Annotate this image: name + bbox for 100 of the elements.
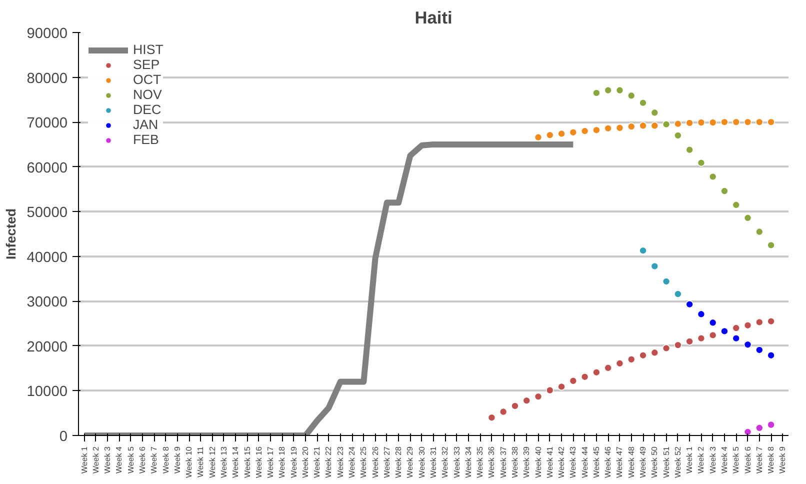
point — [674, 341, 682, 349]
point — [732, 118, 740, 126]
x-tick-label: Week 24 — [348, 446, 357, 478]
point — [767, 317, 775, 326]
point — [639, 246, 647, 254]
x-tick-label: Week 30 — [417, 446, 426, 478]
x-tick-label: Week 42 — [557, 446, 566, 478]
point — [488, 414, 496, 422]
point — [756, 118, 764, 126]
point — [616, 124, 624, 132]
point — [720, 327, 728, 336]
point — [756, 318, 764, 326]
x-tick-label: Week 14 — [231, 446, 240, 478]
x-tick-label: Week 45 — [592, 446, 601, 478]
x-tick-label: Week 23 — [336, 446, 345, 478]
x-tick-label: Week 7 — [754, 446, 764, 474]
point — [708, 318, 717, 327]
x-tick-label: Week 51 — [662, 446, 671, 478]
x-tick-label: Week 28 — [394, 446, 404, 478]
x-tick-label: Week 44 — [580, 446, 590, 478]
point — [686, 119, 694, 127]
legend-label: FEB — [133, 132, 159, 147]
point — [732, 334, 740, 342]
x-tick-label: Week 17 — [266, 446, 276, 478]
x-tick-label: Week 41 — [545, 446, 554, 478]
x-tick-label: Week 3 — [708, 446, 718, 474]
point — [511, 402, 519, 410]
x-tick-label: Week 36 — [487, 446, 496, 478]
x-tick-label: Week 1 — [685, 446, 694, 474]
x-tick-label: Week 8 — [161, 446, 170, 474]
point — [592, 89, 600, 97]
y-tick-label: 50000 — [26, 205, 68, 222]
x-tick-label: Week 4 — [114, 446, 124, 474]
point — [639, 351, 647, 360]
x-tick-label: Week 15 — [242, 446, 252, 478]
point — [604, 364, 612, 372]
point — [708, 331, 717, 340]
point — [650, 108, 659, 117]
x-tick-label: Week 25 — [359, 446, 368, 478]
x-tick-label: Week 20 — [300, 446, 310, 478]
point — [732, 201, 740, 209]
point — [744, 118, 752, 126]
point — [580, 127, 589, 135]
point — [744, 214, 752, 222]
point — [732, 324, 740, 332]
x-tick-label: Week 52 — [673, 446, 682, 478]
point — [639, 122, 647, 130]
legend-label: JAN — [133, 117, 158, 132]
point — [686, 338, 694, 346]
x-tick-label: Week 26 — [370, 446, 380, 478]
point — [650, 348, 659, 357]
legend-label: DEC — [133, 102, 162, 117]
point — [616, 360, 624, 368]
x-tick-label: Week 32 — [440, 446, 450, 478]
x-tick-label: Week 9 — [172, 446, 182, 474]
chart-title: Haiti — [414, 8, 452, 28]
x-tick-label: Week 5 — [126, 446, 136, 474]
x-tick-label: Week 38 — [510, 446, 520, 478]
point — [767, 351, 775, 360]
point — [767, 241, 775, 250]
x-tick-label: Week 4 — [720, 446, 729, 474]
x-tick-label: Week 37 — [498, 446, 508, 478]
point — [708, 172, 717, 181]
point — [720, 118, 728, 126]
point — [499, 408, 508, 416]
x-tick-label: Week 10 — [184, 446, 194, 478]
y-axis-title: Infected — [4, 208, 19, 260]
y-tick-label: 0 — [59, 429, 68, 445]
point — [569, 128, 578, 136]
y-tick-label: 30000 — [26, 294, 68, 311]
legend-label: SEP — [133, 57, 160, 72]
x-tick-label: Week 8 — [766, 446, 776, 474]
x-tick-label: Week 49 — [638, 446, 648, 478]
y-tick-label: 40000 — [26, 250, 68, 266]
y-tick-label: 10000 — [26, 384, 68, 400]
point — [708, 118, 717, 126]
point — [674, 132, 682, 140]
point — [767, 420, 775, 429]
x-tick-label: Week 5 — [732, 446, 741, 474]
x-tick-label: Week 40 — [534, 446, 543, 478]
point — [674, 290, 682, 298]
point — [697, 334, 706, 342]
x-tick-label: Week 19 — [289, 446, 298, 478]
point — [592, 368, 600, 376]
x-tick-label: Week 39 — [522, 446, 532, 478]
x-tick-label: Week 47 — [615, 446, 624, 478]
point — [616, 86, 624, 94]
x-tick-label: Week 34 — [464, 446, 473, 478]
point — [604, 124, 612, 132]
point — [662, 120, 670, 128]
point — [627, 355, 636, 364]
x-tick-label: Week 12 — [208, 446, 217, 478]
point — [546, 131, 554, 139]
x-tick-label: Week 13 — [219, 446, 228, 478]
point — [558, 382, 566, 391]
point — [627, 122, 636, 130]
x-tick-label: Week 48 — [626, 446, 636, 478]
x-tick-label: Week 7 — [150, 446, 159, 474]
y-tick-label: 80000 — [26, 70, 68, 87]
y-tick-label: 20000 — [26, 339, 68, 356]
